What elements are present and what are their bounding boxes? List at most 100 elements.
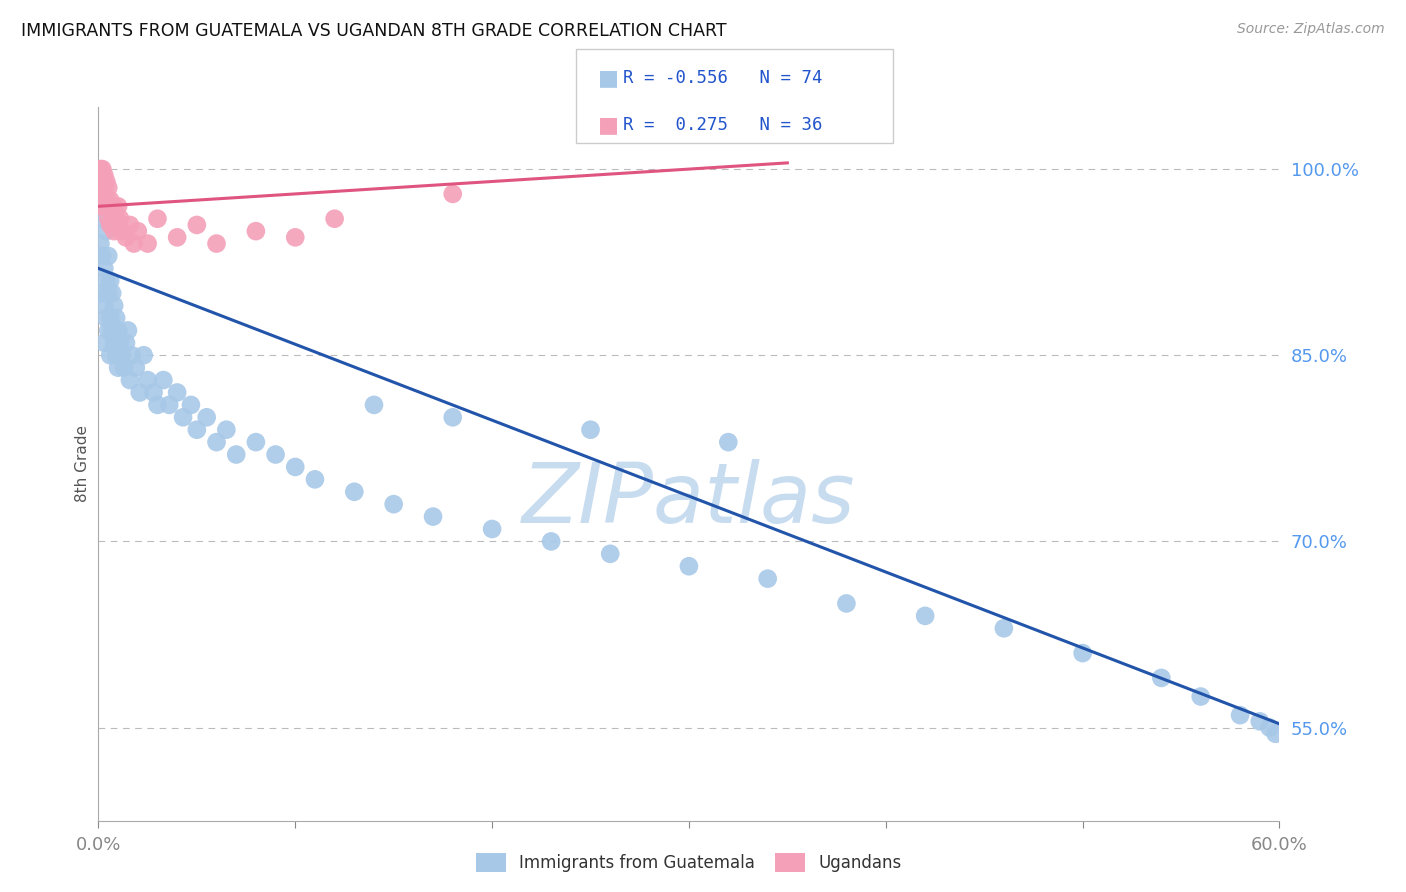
Point xyxy=(195,410,218,425)
Point xyxy=(441,410,464,425)
Point xyxy=(91,174,114,188)
Point xyxy=(101,205,124,219)
Point xyxy=(132,348,155,362)
Point xyxy=(146,211,169,226)
Point xyxy=(118,373,141,387)
Point xyxy=(186,218,208,232)
Point xyxy=(186,423,208,437)
Point xyxy=(343,484,366,499)
Point xyxy=(215,423,238,437)
Point xyxy=(97,249,120,263)
Text: Source: ZipAtlas.com: Source: ZipAtlas.com xyxy=(1237,22,1385,37)
Point xyxy=(599,547,621,561)
Point xyxy=(136,236,159,251)
Point xyxy=(323,211,346,226)
Text: ZIPatlas: ZIPatlas xyxy=(522,459,856,540)
Point xyxy=(89,199,111,213)
Text: ■: ■ xyxy=(598,115,619,135)
Y-axis label: 8th Grade: 8th Grade xyxy=(75,425,90,502)
Point xyxy=(103,299,125,313)
Point xyxy=(98,311,121,326)
Point xyxy=(481,522,503,536)
Point xyxy=(93,335,115,350)
Point xyxy=(422,509,444,524)
Point xyxy=(96,174,118,188)
Point xyxy=(205,435,228,450)
Point xyxy=(105,311,128,326)
Point xyxy=(98,218,121,232)
Point xyxy=(103,199,125,213)
Point xyxy=(441,186,464,201)
Point xyxy=(96,274,118,288)
Point xyxy=(89,199,111,213)
Point xyxy=(91,211,114,226)
Point xyxy=(93,261,115,276)
Point xyxy=(717,435,740,450)
Point xyxy=(166,230,188,244)
Point xyxy=(96,311,118,326)
Point xyxy=(108,335,131,350)
Point xyxy=(146,398,169,412)
Point xyxy=(1150,671,1173,685)
Point xyxy=(993,621,1015,635)
Point xyxy=(118,218,141,232)
Point xyxy=(284,230,307,244)
Point xyxy=(264,448,287,462)
Point xyxy=(97,211,120,226)
Point xyxy=(91,193,114,207)
Point xyxy=(225,448,247,462)
Point xyxy=(97,180,120,194)
Point xyxy=(107,323,129,337)
Point xyxy=(89,236,111,251)
Point xyxy=(121,348,143,362)
Point xyxy=(304,472,326,486)
Point xyxy=(125,360,148,375)
Point xyxy=(97,286,120,301)
Point xyxy=(142,385,165,400)
Point xyxy=(157,398,180,412)
Point xyxy=(180,398,202,412)
Point xyxy=(1264,727,1286,741)
Point xyxy=(117,323,139,337)
Point xyxy=(98,274,121,288)
Point xyxy=(115,230,138,244)
Point xyxy=(96,193,118,207)
Text: IMMIGRANTS FROM GUATEMALA VS UGANDAN 8TH GRADE CORRELATION CHART: IMMIGRANTS FROM GUATEMALA VS UGANDAN 8TH… xyxy=(21,22,727,40)
Point xyxy=(172,410,194,425)
Point xyxy=(152,373,174,387)
Point xyxy=(136,373,159,387)
Point xyxy=(105,211,128,226)
Point xyxy=(1229,708,1251,723)
Point xyxy=(115,335,138,350)
Point xyxy=(97,323,120,337)
Point xyxy=(166,385,188,400)
Point xyxy=(98,193,121,207)
Point xyxy=(108,211,131,226)
Point xyxy=(96,224,118,238)
Point xyxy=(91,162,114,177)
Text: R = -0.556   N = 74: R = -0.556 N = 74 xyxy=(623,70,823,87)
Point xyxy=(756,572,779,586)
Point xyxy=(540,534,562,549)
Point xyxy=(111,224,134,238)
Point xyxy=(101,323,124,337)
Point xyxy=(1189,690,1212,704)
Point xyxy=(98,348,121,362)
Point xyxy=(101,286,124,301)
Point xyxy=(91,286,114,301)
Point xyxy=(93,180,115,194)
Point xyxy=(122,236,145,251)
Point xyxy=(835,597,858,611)
Point xyxy=(93,199,115,213)
Point xyxy=(914,608,936,623)
Point xyxy=(127,224,149,238)
Point xyxy=(205,236,228,251)
Point xyxy=(89,174,111,188)
Point xyxy=(382,497,405,511)
Point xyxy=(579,423,602,437)
Text: ■: ■ xyxy=(598,69,619,88)
Point xyxy=(93,169,115,183)
Text: R =  0.275   N = 36: R = 0.275 N = 36 xyxy=(623,116,823,134)
Point xyxy=(105,348,128,362)
Legend: Immigrants from Guatemala, Ugandans: Immigrants from Guatemala, Ugandans xyxy=(468,844,910,880)
